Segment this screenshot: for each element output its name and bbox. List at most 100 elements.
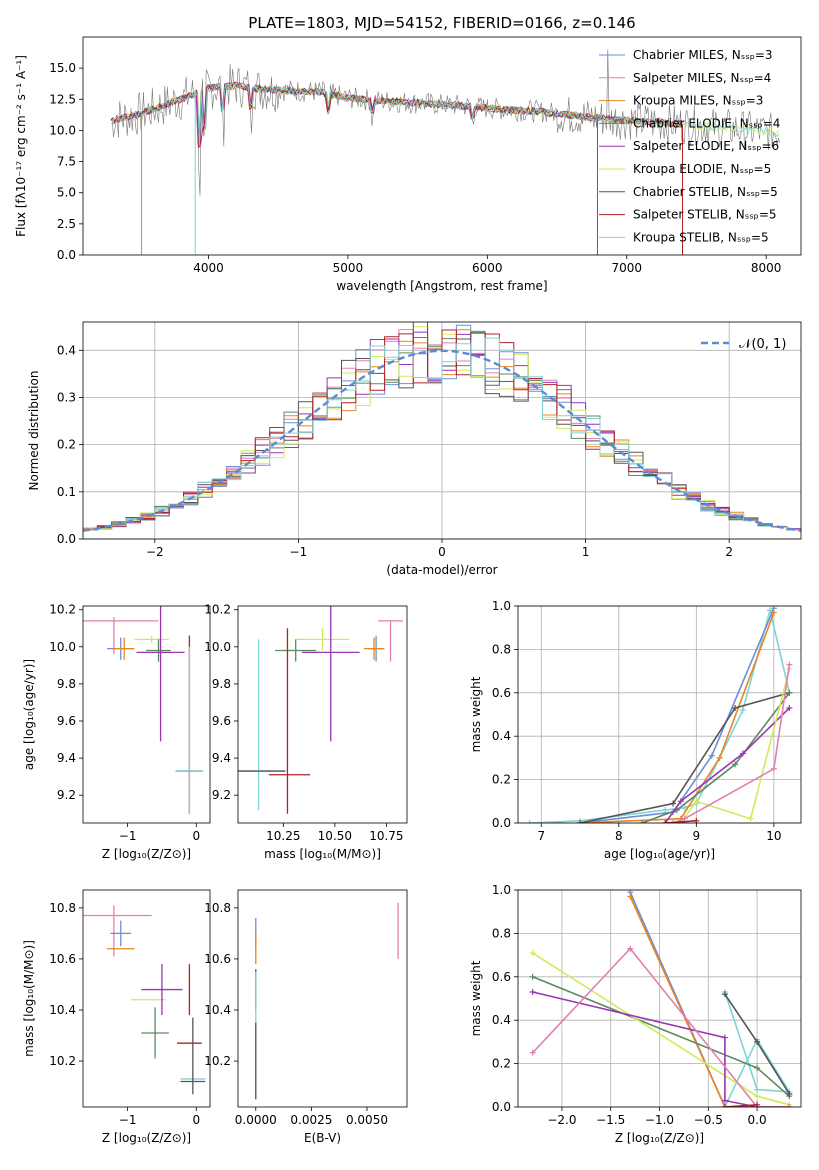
x-tick-label: −1 [119, 1113, 137, 1127]
weight_vs_age-axes: 7 8 9 10 0.0 0.2 0.4 0.6 0.8 1.0 [492, 599, 801, 843]
plot-frame [82, 889, 211, 1108]
x-tick-label: 0.0050 [346, 1113, 388, 1127]
age_vs_mass-axes: 10.25 10.50 10.75 9.2 9.4 9.6 9.8 10.0 10.2 [204, 603, 403, 843]
y-tick-label: 10.6 [49, 952, 76, 966]
x-tick-label: 9 [693, 829, 701, 843]
series-line [532, 991, 790, 1107]
legend-entry: Salpeter ELODIE, Nₛₛₚ=6 [633, 139, 779, 153]
series-point [732, 761, 739, 768]
plot-frame [237, 605, 408, 824]
series-line [532, 976, 790, 1097]
series-line [641, 692, 791, 823]
series-point [681, 804, 688, 811]
x-axis-label: wavelength [Angstrom, rest frame] [336, 279, 547, 293]
series-point [677, 798, 684, 805]
series-point [770, 609, 777, 616]
series-point [670, 820, 677, 823]
weight_vs_age-marks [526, 606, 793, 823]
x-tick-label: 8 [615, 829, 623, 843]
plot-frame [82, 321, 802, 540]
y-tick-label: 9.8 [57, 677, 76, 691]
y-axis-label: Flux [fλ10⁻¹⁷ erg cm⁻² s⁻¹ A⁻¹] [14, 55, 28, 237]
y-tick-label: 10.4 [204, 1003, 231, 1017]
y-tick-label: 9.4 [57, 751, 76, 765]
y-tick-label: 9.6 [57, 714, 76, 728]
y-tick-label: 0.3 [57, 390, 76, 404]
x-axis-label: mass [log₁₀(M/M⊙)] [264, 847, 381, 861]
y-tick-label: 7.5 [57, 155, 76, 169]
y-tick-label: 9.6 [212, 714, 231, 728]
x-tick-label: 0.0 [748, 1113, 767, 1127]
x-tick-label: −1.5 [596, 1113, 625, 1127]
series-point [529, 949, 536, 956]
mass_vs_Z-axes: −1 0 10.2 10.4 10.6 10.8 [49, 901, 200, 1127]
series-point [739, 750, 746, 757]
series-point [754, 1086, 761, 1093]
y-tick-label: 10.8 [49, 901, 76, 915]
series-point [732, 704, 739, 711]
y-tick-label: 10.0 [49, 123, 76, 137]
y-tick-label: 10.2 [49, 1054, 76, 1068]
series-point [529, 973, 536, 980]
y-tick-label: 0.1 [57, 485, 76, 499]
x-tick-label: 0 [192, 1113, 200, 1127]
y-tick-label: 0.6 [492, 970, 511, 984]
series-point [766, 607, 773, 614]
legend-entry: Salpeter STELIB, Nₛₛₚ=5 [633, 208, 777, 222]
plot-frame [237, 889, 408, 1108]
y-tick-label: 0.6 [492, 686, 511, 700]
x-tick-label: 8000 [751, 261, 782, 275]
series-point [662, 820, 669, 823]
mass_vs_ebv-axes: 0.0000 0.0025 0.0050 10.2 10.4 10.6 10.8 [204, 901, 388, 1127]
y-tick-label: 0.2 [492, 773, 511, 787]
legend-entry: Kroupa STELIB, Nₛₛₚ=5 [633, 230, 769, 244]
series-point [721, 1034, 728, 1041]
x-tick-label: 6000 [472, 261, 503, 275]
series-point [754, 1064, 761, 1071]
x-tick-label: −1 [119, 829, 137, 843]
series-point [708, 752, 715, 759]
y-tick-label: 0.2 [57, 438, 76, 452]
series-point [627, 945, 634, 952]
x-tick-label: −1 [290, 545, 308, 559]
legend-entry: Salpeter MILES, Nₛₛₚ=4 [633, 71, 771, 85]
y-tick-label: 0.8 [492, 642, 511, 656]
series-line [664, 707, 790, 823]
weight_vs_Z-marks [529, 890, 793, 1107]
y-tick-label: 9.2 [57, 788, 76, 802]
spectrum-model-line [110, 81, 682, 149]
y-axis-label: mass [log₁₀(M/M⊙)] [22, 940, 36, 1057]
y-tick-label: 0.0 [492, 1100, 511, 1114]
y-tick-label: 5.0 [57, 186, 76, 200]
chart-title: PLATE=1803, MJD=54152, FIBERID=0166, z=0… [248, 14, 635, 32]
series-point [786, 1090, 793, 1097]
y-tick-label: 0.0 [57, 248, 76, 262]
x-tick-label: 0.0025 [290, 1113, 332, 1127]
age_vs_Z-axes: −1 0 9.2 9.4 9.6 9.8 10.0 10.2 [49, 603, 200, 843]
x-axis-label: (data-model)/error [386, 563, 497, 577]
series-point [662, 806, 669, 813]
legend-entry: Chabrier STELIB, Nₛₛₚ=5 [633, 185, 778, 199]
series-point [721, 1097, 728, 1104]
series-point [747, 815, 754, 822]
legend: Chabrier MILES, Nₛₛₚ=3 Salpeter MILES, Nₛ… [599, 48, 780, 244]
mass_vs_ebv-marks [255, 902, 399, 1100]
y-tick-label: 2.5 [57, 217, 76, 231]
y-tick-label: 15.0 [49, 61, 76, 75]
legend-entry: Chabrier MILES, Nₛₛₚ=3 [633, 48, 773, 62]
x-tick-label: 0 [438, 545, 446, 559]
series-line [579, 612, 775, 823]
series-line [532, 947, 790, 1107]
x-tick-label: −2.0 [547, 1113, 576, 1127]
series-point [627, 893, 634, 900]
plot-frame [82, 605, 211, 824]
series-point [529, 1049, 536, 1056]
x-tick-label: 1 [582, 545, 590, 559]
series-line [579, 607, 775, 823]
series-point [693, 798, 700, 805]
x-axis-label: Z [log₁₀(Z/Z⊙)] [102, 847, 191, 861]
series-point [670, 800, 677, 807]
legend-entry: Chabrier ELODIE, Nₛₛₚ=4 [633, 116, 780, 130]
series-point [526, 820, 533, 823]
